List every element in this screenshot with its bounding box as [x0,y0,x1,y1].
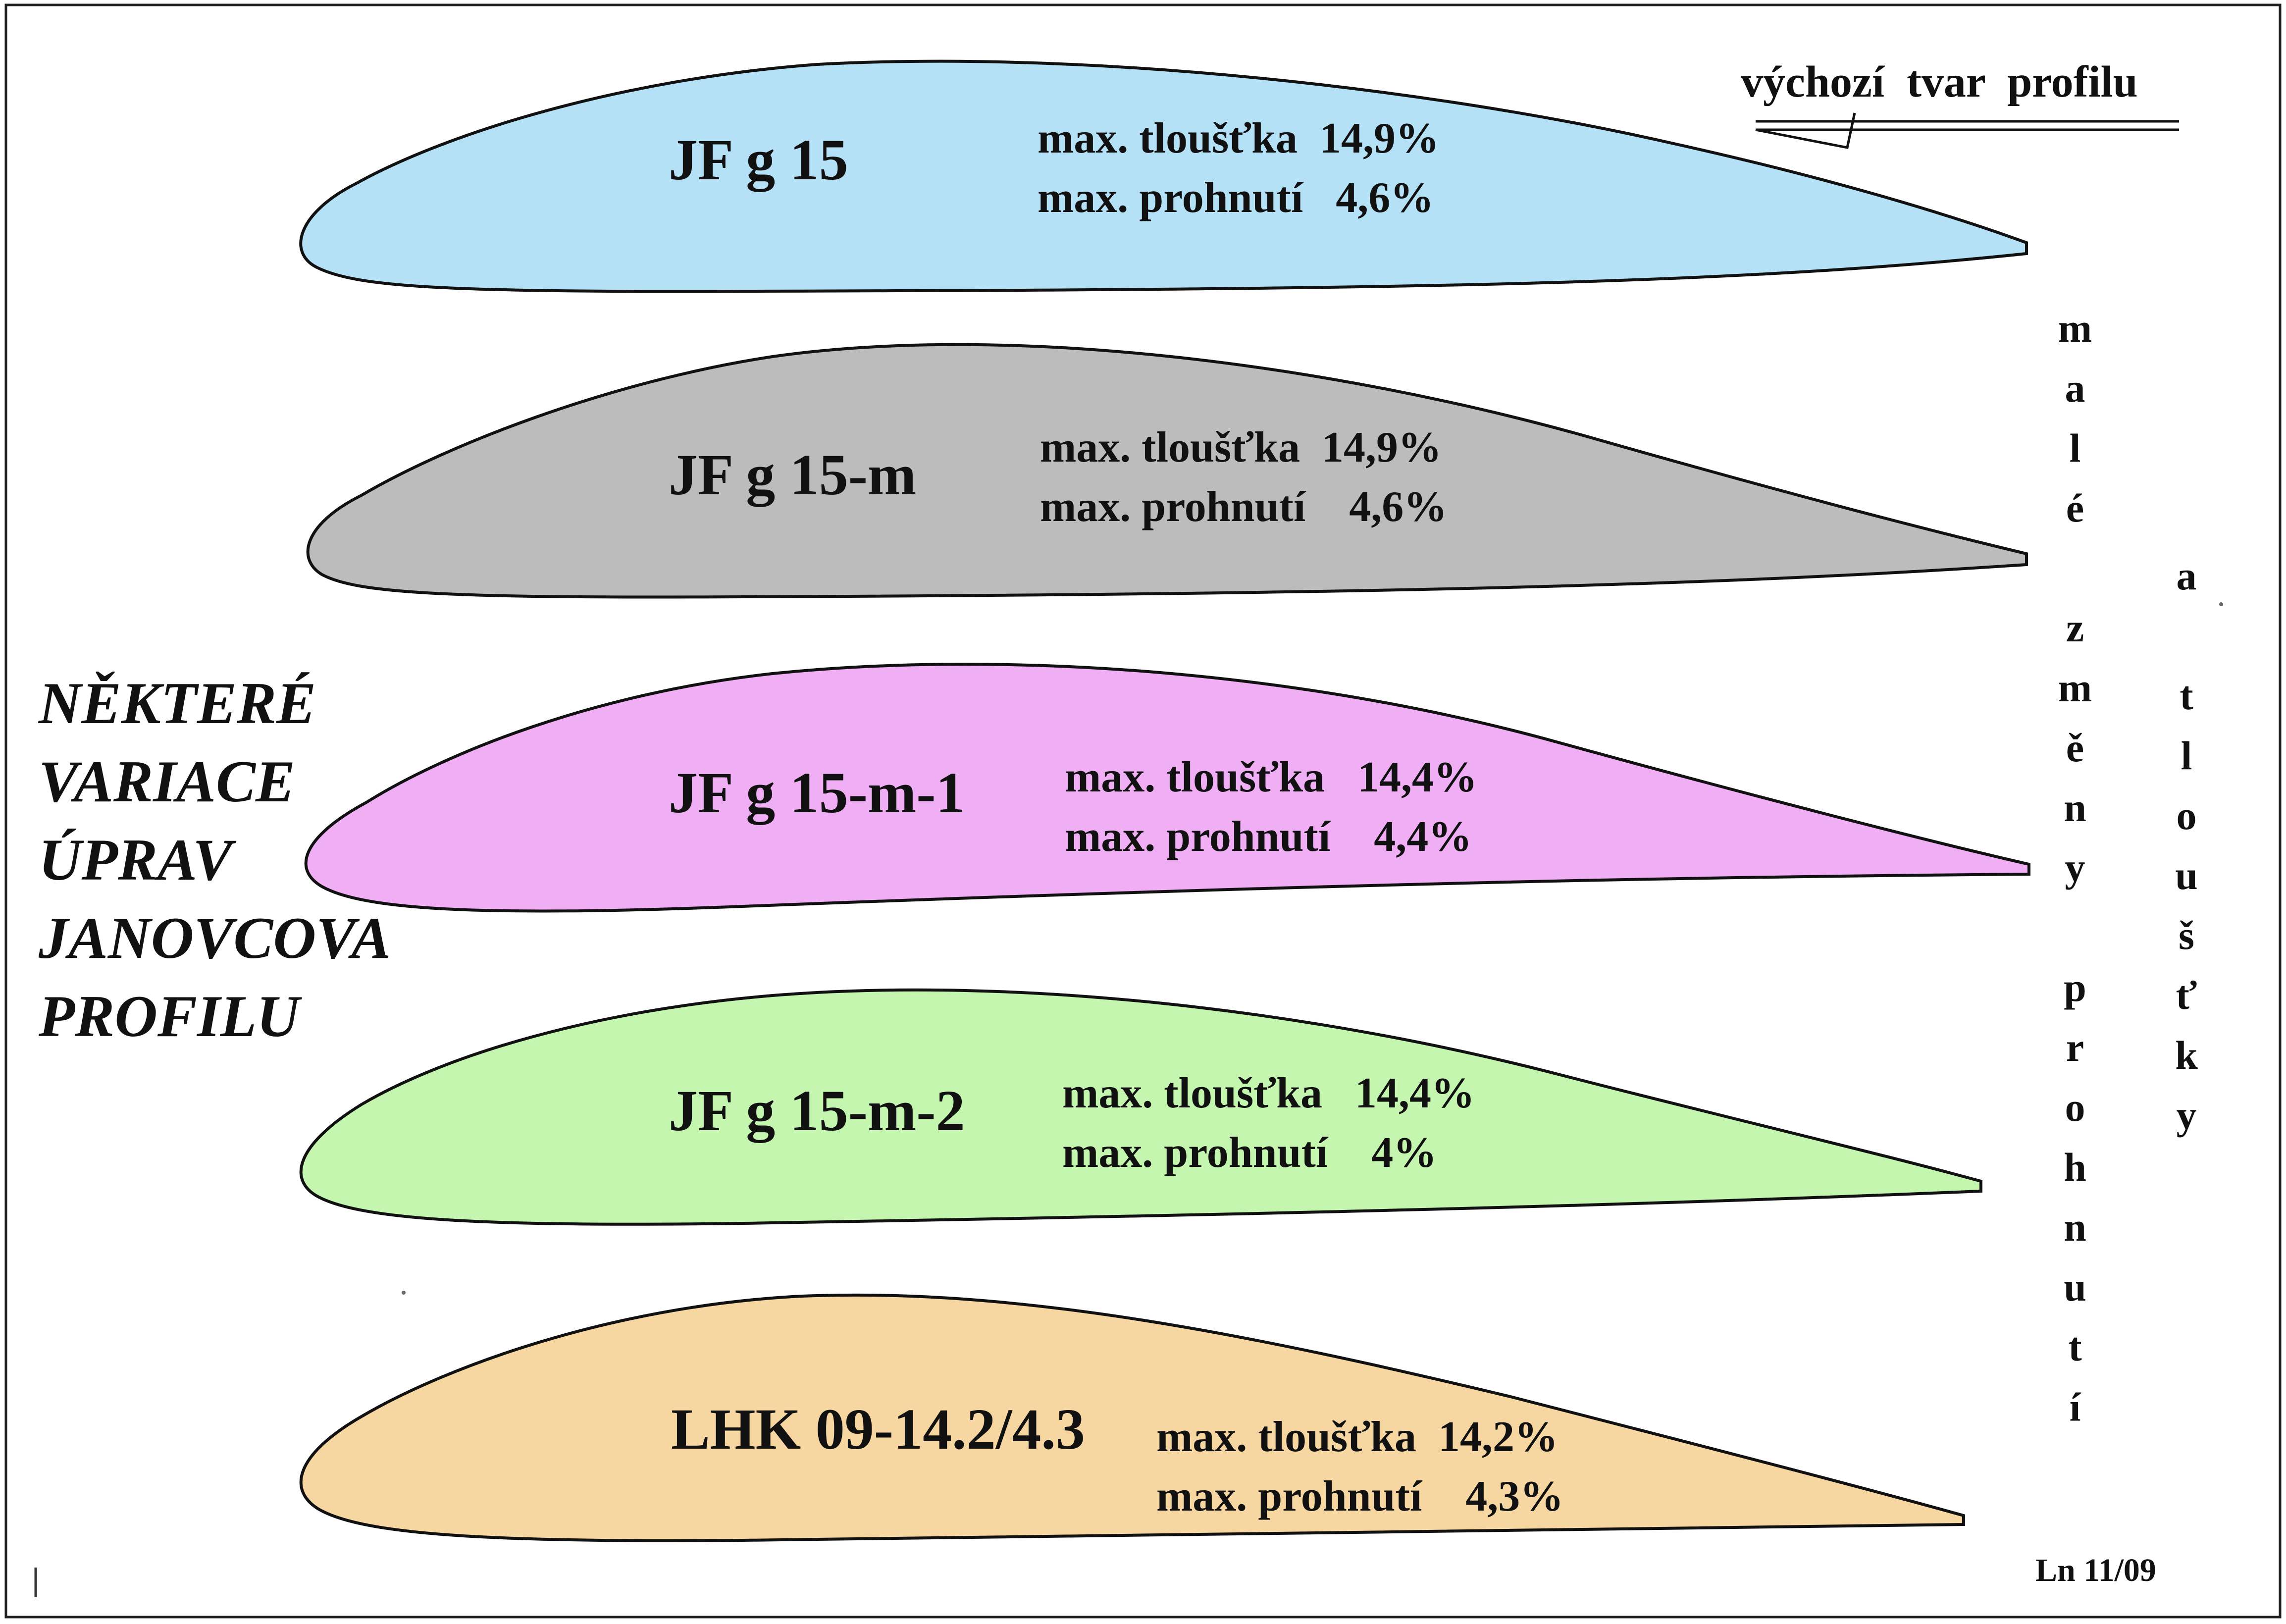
profile-camber: max. prohnutí 4% [1062,1129,1437,1177]
side-letter: a [2177,553,2197,598]
side-letter: o [2065,1085,2085,1130]
side-letter: u [2064,1264,2086,1310]
side-letter: ě [2066,725,2084,770]
side-letter: m [2058,665,2092,710]
profile-jfg15-m-1: JF g 15-m-1 max. tloušťka 14,4% max. pro… [304,663,2030,913]
profile-name: JF g 15-m-2 [669,1078,965,1143]
title-line: JANOVCOVA [38,905,391,971]
profile-jfg15-m: JF g 15-m max. tloušťka 14,9% max. prohn… [306,343,2028,599]
profile-name: JF g 15-m [669,442,916,507]
side-letter: l [2181,733,2192,778]
side-letter: t [2180,673,2193,718]
note-pointer [1755,112,1856,149]
profile-name: JF g 15-m-1 [669,760,965,825]
profile-camber: max. prohnutí 4,6% [1038,174,1434,222]
main-title: NĚKTERÉ VARIACE ÚPRAV JANOVCOVA PROFILU [38,670,391,1049]
page-frame [4,3,2282,1619]
side-letter: n [2064,785,2086,830]
side-letter: š [2179,913,2194,958]
profile-thickness: max. tloušťka 14,2% [1156,1413,1558,1461]
profile-camber: max. prohnutí 4,3% [1156,1472,1563,1520]
baseline-note: výchozí tvar profilu [1741,57,2179,149]
title-line: ÚPRAV [39,827,237,892]
side-letter: m [2058,306,2092,351]
profile-thickness: max. tloušťka 14,4% [1062,1069,1475,1117]
side-letter: y [2065,845,2085,890]
profile-jfg15-m-2: JF g 15-m-2 max. tloušťka 14,4% max. pro… [299,988,1982,1226]
profile-thickness: max. tloušťka 14,4% [1065,753,1477,801]
profile-camber: max. prohnutí 4,4% [1065,813,1472,861]
airfoil-shape [304,663,2030,913]
profile-thickness: max. tloušťka 14,9% [1040,423,1442,471]
profile-name: LHK 09-14.2/4.3 [671,1397,1085,1462]
side-letter: a [2065,366,2085,411]
title-line: PROFILU [38,983,302,1049]
side-letter: h [2064,1145,2086,1190]
side-letter: k [2175,1033,2198,1078]
airfoil-shape [299,59,2028,293]
title-line: VARIACE [39,748,295,814]
profile-jfg15: JF g 15 max. tloušťka 14,9% max. prohnut… [299,59,2028,293]
note-label: výchozí tvar profilu [1741,57,2138,106]
airfoil-shape [299,988,1982,1226]
side-letter: t [2068,1324,2081,1369]
airfoil-shape [299,1293,1965,1542]
side-letter: ť [2176,973,2197,1018]
side-letter: p [2064,965,2086,1010]
profile-name: JF g 15 [669,127,848,192]
profile-lhk09: LHK 09-14.2/4.3 max. tloušťka 14,2% max.… [299,1293,1965,1542]
footer-code: Ln 11/09 [2035,1552,2156,1588]
stray-dot [2219,602,2223,606]
side-letter: í [2070,1384,2081,1429]
side-letter: o [2177,793,2197,838]
side-letter: l [2070,425,2081,471]
side-letter: r [2066,1025,2084,1070]
side-letter: u [2175,853,2198,898]
side-letter: n [2064,1205,2086,1250]
stray-dot [402,1291,406,1295]
side-letter: é [2066,485,2084,530]
side-letter: y [2177,1093,2197,1138]
profile-camber: max. prohnutí 4,6% [1040,483,1447,531]
airfoil-shape [306,343,2028,599]
profile-thickness: max. tloušťka 14,9% [1038,114,1439,162]
title-line: NĚKTERÉ [38,670,316,736]
side-letter: z [2066,605,2084,650]
